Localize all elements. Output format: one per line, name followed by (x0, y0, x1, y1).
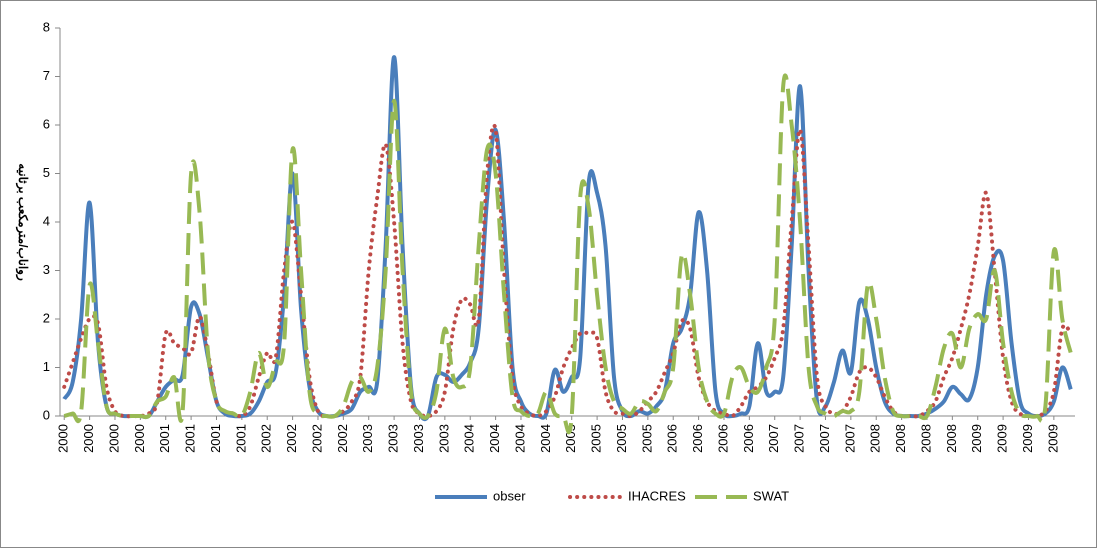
x-tick-label: 2008 (893, 424, 908, 453)
y-tick-label: 2 (43, 310, 50, 325)
y-tick-label: 5 (43, 165, 50, 180)
x-tick-label: 2000 (132, 424, 147, 453)
x-tick-label: 2004 (487, 424, 502, 453)
x-tick-label: 2008 (868, 424, 883, 453)
x-tick-label: 2004 (512, 424, 527, 453)
x-tick-label: 2003 (360, 424, 375, 453)
y-tick-label: 1 (43, 359, 50, 374)
y-tick-label: 7 (43, 68, 50, 83)
x-tick-label: 2001 (208, 424, 223, 453)
legend-label: obser (493, 488, 526, 503)
x-tick-label: 2000 (106, 424, 121, 453)
x-tick-label: 2005 (589, 424, 604, 453)
series-line (63, 73, 1073, 435)
x-tick-label: 2009 (1020, 424, 1035, 453)
x-tick-label: 2007 (817, 424, 832, 453)
x-tick-label: 2001 (157, 424, 172, 453)
x-tick-label: 2004 (462, 424, 477, 453)
x-tick-label: 2004 (538, 424, 553, 453)
x-tick-label: 2003 (411, 424, 426, 453)
y-tick-label: 6 (43, 116, 50, 131)
y-tick-label: 4 (43, 213, 50, 228)
x-tick-label: 2007 (792, 424, 807, 453)
x-tick-label: 2006 (665, 424, 680, 453)
x-tick-label: 2003 (386, 424, 401, 453)
x-tick-label: 2002 (335, 424, 350, 453)
y-tick-label: 0 (43, 407, 50, 422)
legend-label: IHACRES (628, 488, 686, 503)
x-tick-label: 2000 (81, 424, 96, 453)
x-tick-label: 2006 (690, 424, 705, 453)
x-tick-label: 2002 (309, 424, 324, 453)
x-tick-label: 2008 (918, 424, 933, 453)
y-tick-label: 8 (43, 19, 50, 34)
x-tick-label: 2006 (741, 424, 756, 453)
x-tick-label: 2003 (436, 424, 451, 453)
y-tick-label: 3 (43, 262, 50, 277)
x-tick-label: 2001 (233, 424, 248, 453)
x-tick-label: 2007 (842, 424, 857, 453)
x-tick-label: 2002 (259, 424, 274, 453)
x-tick-label: 2009 (969, 424, 984, 453)
x-tick-label: 2001 (183, 424, 198, 453)
x-tick-label: 2007 (766, 424, 781, 453)
x-tick-label: 2008 (944, 424, 959, 453)
x-tick-label: 2002 (284, 424, 299, 453)
x-tick-label: 2006 (715, 424, 730, 453)
x-tick-label: 2000 (56, 424, 71, 453)
legend-label: SWAT (753, 488, 789, 503)
x-tick-label: 2005 (639, 424, 654, 453)
y-axis-label: رواناب/مترمکعب برثانیه (15, 163, 30, 281)
x-tick-label: 2005 (614, 424, 629, 453)
x-tick-label: 2009 (995, 424, 1010, 453)
x-tick-label: 2009 (1045, 424, 1060, 453)
